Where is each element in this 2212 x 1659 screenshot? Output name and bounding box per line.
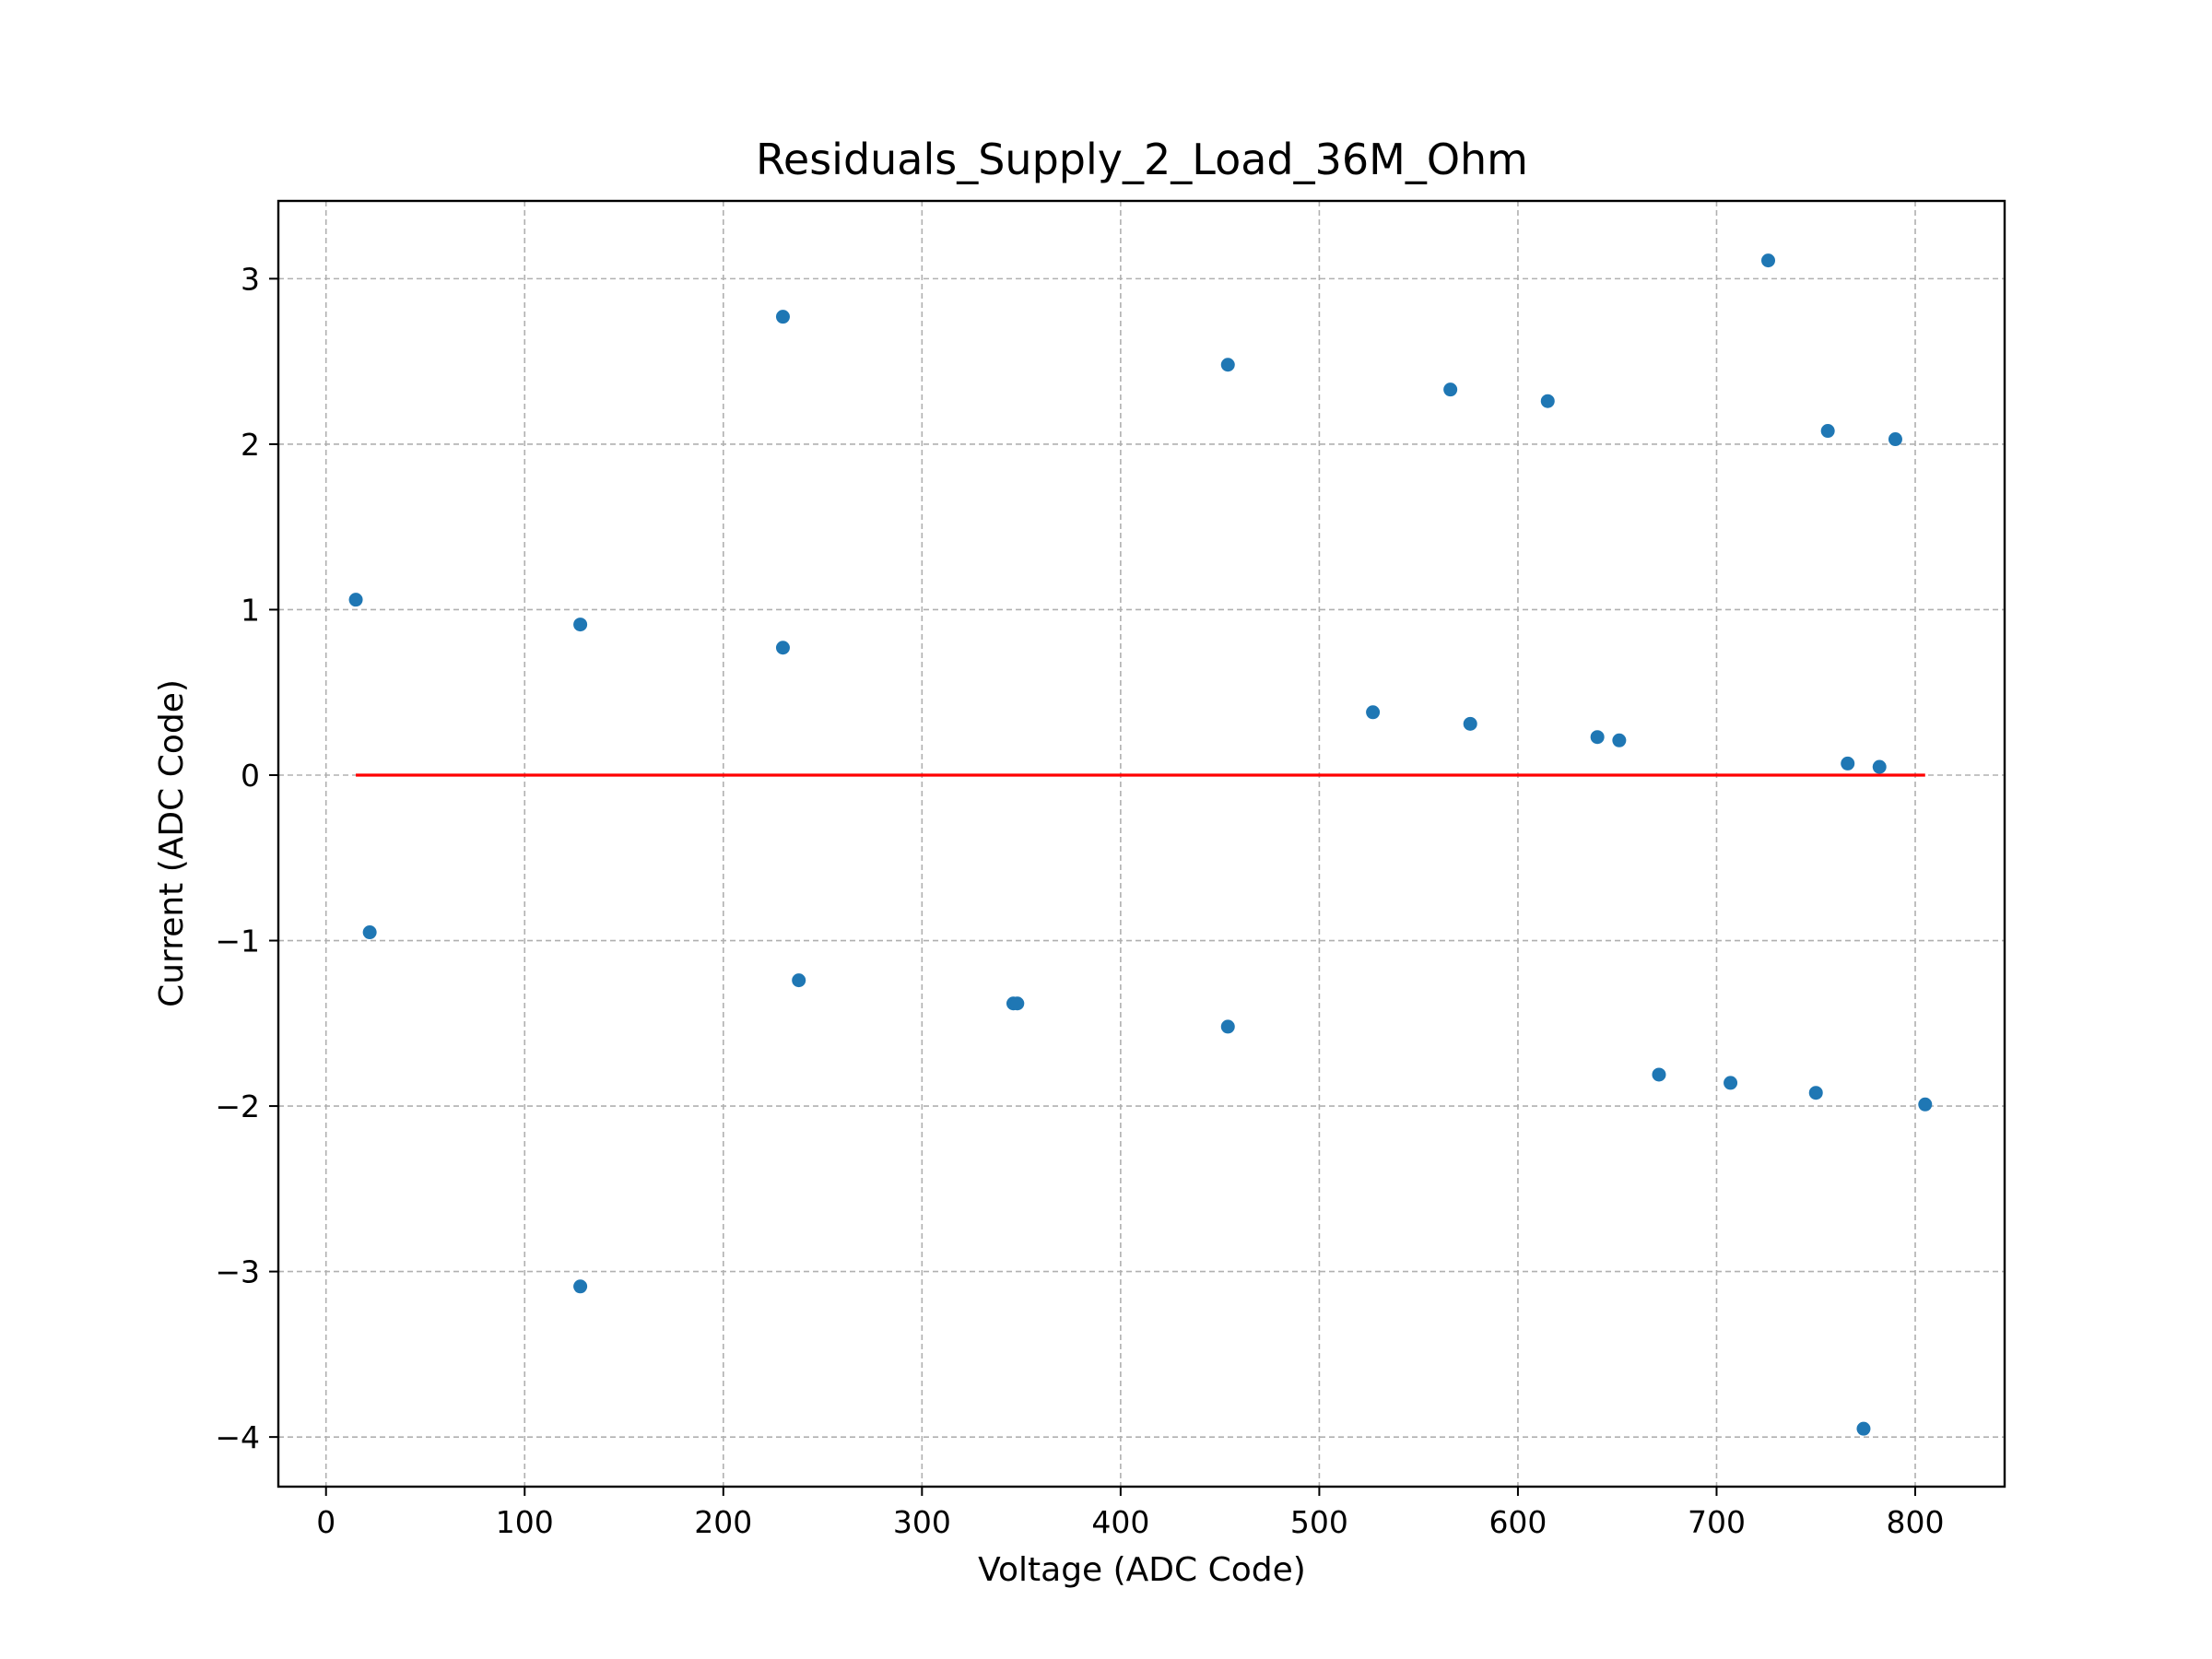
residual-point (1761, 253, 1776, 268)
residual-point (1366, 705, 1381, 720)
y-tick-label: −2 (215, 1088, 260, 1124)
residual-point (1443, 382, 1458, 397)
residual-point (1888, 432, 1902, 447)
x-tick-label: 300 (893, 1504, 951, 1540)
x-tick-label: 100 (496, 1504, 554, 1540)
residual-point (1841, 756, 1855, 771)
y-tick-label: −4 (215, 1419, 260, 1455)
residual-point (1872, 759, 1887, 774)
chart-title: Residuals_Supply_2_Load_36M_Ohm (756, 135, 1528, 184)
x-tick-label: 0 (316, 1504, 335, 1540)
y-tick-label: 2 (241, 427, 260, 463)
residual-point (1540, 394, 1555, 408)
residual-point (1724, 1076, 1738, 1090)
residual-point (1463, 716, 1477, 731)
residual-point (1612, 733, 1627, 747)
grid (278, 201, 2005, 1487)
x-tick-label: 600 (1488, 1504, 1547, 1540)
residual-point (1652, 1067, 1666, 1082)
residual-point (348, 593, 363, 607)
residual-point (1590, 730, 1605, 745)
residual-point (573, 618, 588, 632)
x-axis-title: Voltage (ADC Code) (978, 1551, 1306, 1589)
residual-point (1856, 1421, 1871, 1436)
y-tick-label: −3 (215, 1254, 260, 1290)
y-tick-label: −1 (215, 924, 260, 959)
y-axis-title: Current (ADC Code) (153, 679, 191, 1007)
y-tick-label: 1 (241, 592, 260, 628)
residual-point (775, 310, 790, 324)
residual-point (1220, 358, 1235, 372)
residual-point (1808, 1086, 1823, 1100)
residual-point (1918, 1097, 1933, 1112)
x-tick-label: 800 (1887, 1504, 1945, 1540)
x-tick-label: 700 (1688, 1504, 1746, 1540)
plot-series (348, 253, 1933, 1436)
residual-point (1820, 424, 1835, 439)
residual-point (573, 1279, 588, 1294)
x-tick-label: 200 (694, 1504, 752, 1540)
y-tick-label: 3 (241, 261, 260, 297)
residual-point (362, 925, 377, 940)
y-tick-label: 0 (241, 758, 260, 794)
axis-ticks: 0 100 200 300 400 500 600 700 800 −4 −3 −2 −1 0 1 2 3 (215, 261, 1944, 1540)
residual-point (1010, 996, 1025, 1011)
residual-point (1220, 1019, 1235, 1034)
residual-point (792, 973, 806, 988)
x-tick-label: 500 (1290, 1504, 1348, 1540)
x-tick-label: 400 (1091, 1504, 1149, 1540)
residual-point (775, 641, 790, 655)
plot-frame (276, 199, 2006, 1488)
